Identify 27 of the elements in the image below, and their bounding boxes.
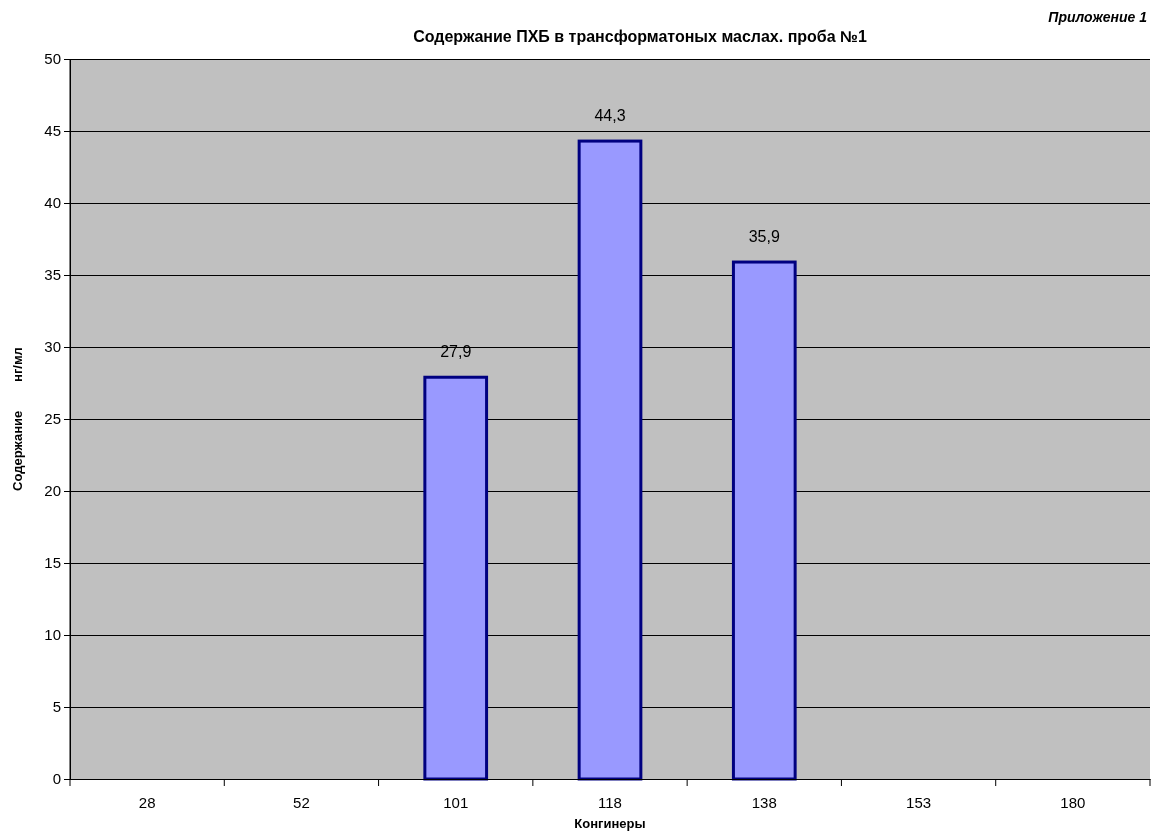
y-tick-label: 10 <box>44 626 61 644</box>
y-axis-title: Содержание нг/мл <box>10 347 25 491</box>
y-tick-label: 35 <box>44 266 61 284</box>
x-axis-title: Конгинеры <box>574 816 646 831</box>
y-tick-label: 0 <box>52 770 61 788</box>
x-tick-label: 118 <box>598 793 622 811</box>
data-label: 44,3 <box>594 107 626 125</box>
x-tick-label: 180 <box>1060 793 1086 811</box>
x-tick-label: 138 <box>751 793 777 811</box>
x-tick-label: 153 <box>906 793 932 811</box>
bar <box>423 375 489 781</box>
bar <box>731 260 797 781</box>
y-tick-label: 20 <box>44 482 61 500</box>
x-tick-label: 52 <box>293 793 310 811</box>
y-tick-label: 5 <box>52 698 61 716</box>
y-tick-label: 25 <box>44 410 61 428</box>
y-tick-label: 40 <box>44 194 61 212</box>
x-tick-label: 101 <box>443 793 469 811</box>
y-tick-label: 45 <box>44 122 61 140</box>
y-tick-label: 15 <box>44 554 61 572</box>
y-tick-label: 30 <box>44 338 61 356</box>
text: Приложение 1 <box>1048 9 1148 25</box>
data-label: 35,9 <box>748 228 780 246</box>
y-tick-label: 50 <box>44 50 61 68</box>
x-tick-label: 28 <box>138 793 156 811</box>
chart-title: Содержание ПХБ в трансформатоных маслах. проба №1 <box>413 28 867 45</box>
bar <box>577 139 643 781</box>
